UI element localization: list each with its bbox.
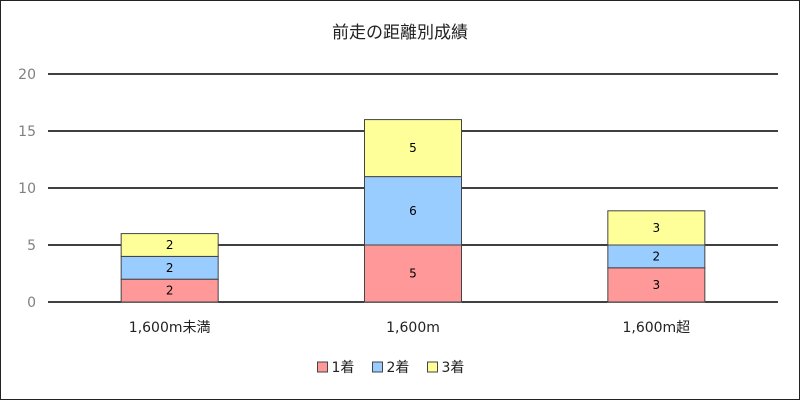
x-tick-label: 1,600m	[386, 320, 440, 336]
legend-label: 3着	[442, 360, 465, 376]
bar-segment	[607, 267, 706, 303]
data-label: 2	[166, 284, 174, 298]
x-axis-ticks: 1,600m未満 1,600m 1,600m超	[129, 320, 690, 336]
legend-swatch	[317, 361, 328, 373]
y-tick-label: 20	[18, 67, 36, 83]
y-tick-label: 5	[27, 238, 36, 254]
data-label: 2	[653, 249, 661, 263]
bars: 2 2 2 5 6 5 3 2 3	[120, 119, 706, 303]
data-label: 6	[409, 204, 417, 218]
legend-label: 1着	[332, 360, 355, 376]
bar-segment	[364, 244, 462, 303]
legend-swatch	[372, 361, 383, 373]
y-axis-ticks: 0 5 10 15 20	[18, 67, 36, 311]
data-label: 3	[653, 278, 661, 292]
bar-segment	[607, 210, 706, 246]
data-label: 5	[409, 267, 417, 281]
y-tick-label: 0	[27, 295, 36, 311]
data-label: 2	[166, 261, 174, 275]
chart-title: 前走の距離別成績	[332, 23, 468, 43]
legend-swatch	[427, 361, 438, 373]
bar-segment	[364, 176, 462, 246]
legend-label: 2着	[387, 360, 410, 376]
x-tick-label: 1,600m未満	[129, 320, 211, 336]
data-label: 2	[166, 238, 174, 252]
y-tick-label: 10	[18, 181, 36, 197]
bar-segment	[120, 233, 219, 257]
y-tick-label: 15	[18, 124, 36, 140]
x-tick-label: 1,600m超	[622, 320, 690, 336]
legend: 1着 2着 3着	[317, 360, 465, 376]
data-label: 3	[653, 221, 661, 235]
data-label: 5	[409, 141, 417, 155]
bar-segment	[364, 119, 462, 178]
